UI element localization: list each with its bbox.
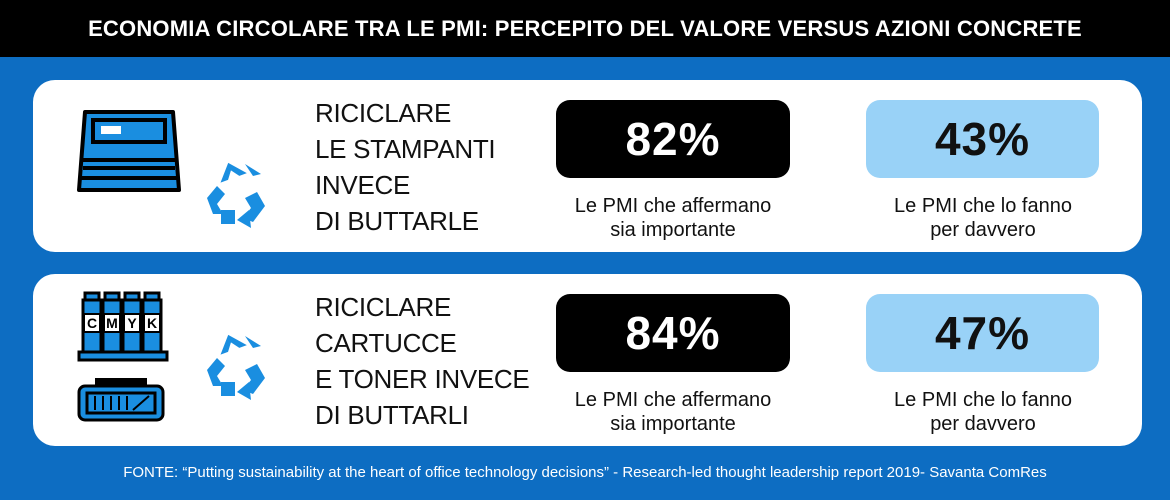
important-caption: Le PMI che affermano sia importante: [543, 194, 803, 242]
row-label-line: E TONER INVECE: [315, 364, 530, 394]
cartridge-letter: K: [147, 315, 157, 331]
row-label-line: RICICLARE: [315, 98, 451, 128]
row-label-line: INVECE: [315, 170, 411, 200]
row-label: RICICLARE CARTUCCE E TONER INVECE DI BUT…: [315, 289, 530, 433]
row-cartridges: C M Y K RICICLARE CARTUCCE E TONER INVEC…: [33, 274, 1142, 446]
row-label-line: RICICLARE: [315, 292, 451, 322]
row-label-line: LE STAMPANTI: [315, 134, 496, 164]
row-label-line: CARTUCCE: [315, 328, 457, 358]
caption-line: Le PMI che affermano: [574, 389, 772, 411]
printer-icon: [77, 110, 181, 192]
actual-value: 43%: [866, 100, 1099, 178]
toner-cartridge-icon: [77, 378, 165, 422]
cartridge-letter: Y: [127, 315, 137, 331]
actual-value: 47%: [866, 294, 1099, 372]
row-printers: RICICLARE LE STAMPANTI INVECE DI BUTTARL…: [33, 80, 1142, 252]
row-label-line: DI BUTTARLE: [315, 206, 479, 236]
important-caption: Le PMI che affermano sia importante: [543, 388, 803, 436]
actual-caption: Le PMI che lo fanno per davvero: [853, 388, 1113, 436]
important-value: 84%: [556, 294, 790, 372]
caption-line: per davvero: [930, 219, 1036, 241]
row-label-line: DI BUTTARLI: [315, 400, 469, 430]
cartridge-letter: C: [87, 315, 97, 331]
ink-cartridges-icon: C M Y K: [77, 291, 169, 362]
caption-line: per davvero: [930, 413, 1036, 435]
recycle-icon: [207, 158, 265, 228]
caption-line: sia importante: [610, 219, 736, 241]
row-label: RICICLARE LE STAMPANTI INVECE DI BUTTARL…: [315, 95, 496, 239]
caption-line: Le PMI che affermano: [574, 195, 772, 217]
important-value: 82%: [556, 100, 790, 178]
source-note: FONTE: “Putting sustainability at the he…: [123, 464, 1047, 481]
caption-line: Le PMI che lo fanno: [894, 389, 1072, 411]
actual-caption: Le PMI che lo fanno per davvero: [853, 194, 1113, 242]
cartridge-letter: M: [106, 315, 118, 331]
caption-line: sia importante: [610, 413, 736, 435]
recycle-icon: [207, 330, 265, 400]
page-title: ECONOMIA CIRCOLARE TRA LE PMI: PERCEPITO…: [0, 0, 1170, 57]
caption-line: Le PMI che lo fanno: [894, 195, 1072, 217]
